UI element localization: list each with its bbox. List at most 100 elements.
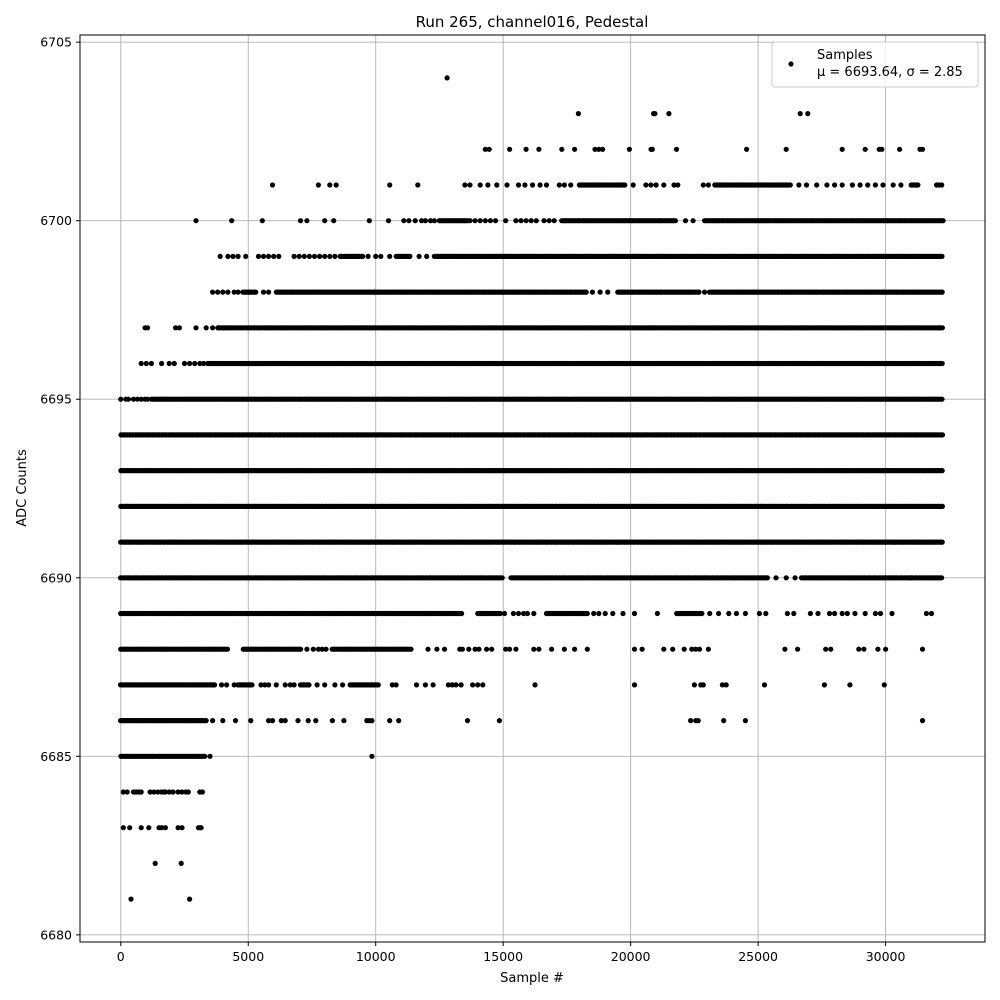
data-point [138, 825, 144, 831]
data-point [716, 610, 722, 617]
data-point [705, 646, 712, 652]
data-point [425, 646, 431, 652]
data-point [832, 610, 838, 617]
data-point [844, 610, 850, 617]
data-point [127, 825, 133, 831]
data-point [220, 718, 226, 724]
data-point [449, 682, 455, 688]
data-point [681, 646, 687, 652]
data-point [145, 396, 151, 402]
data-point [742, 718, 749, 724]
data-point [584, 646, 590, 652]
data-point [531, 646, 537, 652]
data-point [207, 753, 213, 759]
data-point [507, 646, 513, 652]
data-point [162, 789, 168, 795]
data-point [591, 610, 597, 617]
grid-lines [80, 35, 985, 942]
data-point [148, 360, 154, 367]
data-point [155, 789, 161, 795]
data-point [118, 396, 124, 402]
data-point [696, 646, 703, 652]
data-point [178, 860, 184, 867]
data-point [503, 646, 509, 652]
data-point [872, 610, 879, 617]
data-point [791, 610, 797, 617]
data-point [138, 360, 144, 367]
data-point [295, 718, 301, 724]
data-point [480, 682, 486, 688]
data-point [159, 360, 165, 367]
data-point [159, 825, 165, 831]
data-point [464, 718, 471, 724]
data-point [387, 718, 393, 724]
data-point [306, 682, 312, 688]
data-point [224, 682, 230, 688]
data-point [661, 646, 667, 652]
data-point [764, 575, 771, 581]
data-point [475, 682, 481, 688]
data-point [192, 360, 198, 367]
data-point [596, 610, 602, 617]
data-point [232, 718, 239, 724]
data-point [928, 610, 935, 617]
data-point [203, 718, 209, 724]
data-point [422, 682, 428, 688]
data-point [249, 682, 255, 688]
data-point [472, 646, 478, 652]
data-point [693, 646, 699, 652]
data-point [146, 825, 152, 831]
data-point [521, 610, 527, 617]
data-point [298, 646, 304, 652]
data-point [826, 610, 833, 617]
data-point [458, 682, 464, 688]
data-point [761, 682, 768, 688]
data-point [733, 610, 740, 617]
data-point [287, 682, 293, 688]
data-point [670, 646, 676, 652]
data-point [187, 360, 193, 367]
data-point [839, 610, 845, 617]
data-point [278, 718, 284, 724]
data-point [707, 610, 713, 617]
data-point [396, 718, 402, 724]
data-point [875, 646, 881, 652]
data-point [332, 682, 338, 688]
data-point [175, 789, 181, 795]
data-point [212, 682, 218, 688]
data-point [877, 610, 884, 617]
data-point [341, 718, 347, 724]
data-point [166, 360, 172, 367]
data-point [453, 682, 459, 688]
data-point [654, 610, 661, 617]
data-point [484, 646, 490, 652]
data-point [602, 610, 608, 617]
data-point [314, 682, 320, 688]
data-point [231, 682, 237, 688]
data-point [919, 718, 926, 724]
data-point [695, 718, 701, 724]
data-point [742, 610, 749, 617]
data-point [923, 610, 930, 617]
data-point [441, 646, 448, 652]
data-point [266, 682, 272, 688]
data-point [445, 682, 451, 688]
data-point [631, 682, 638, 688]
data-point [124, 789, 130, 795]
data-point [218, 682, 225, 688]
data-point [369, 718, 375, 724]
data-point [883, 646, 889, 652]
data-point [262, 682, 268, 688]
data-point [688, 718, 694, 724]
data-point [170, 789, 176, 795]
data-point [784, 610, 791, 617]
data-point [187, 896, 193, 902]
data-point [210, 718, 216, 724]
data-point [510, 610, 516, 617]
data-point [282, 682, 288, 688]
data-point [476, 646, 482, 652]
data-point [939, 503, 946, 509]
data-points [117, 75, 946, 902]
data-point [881, 682, 887, 688]
data-point [939, 539, 945, 545]
